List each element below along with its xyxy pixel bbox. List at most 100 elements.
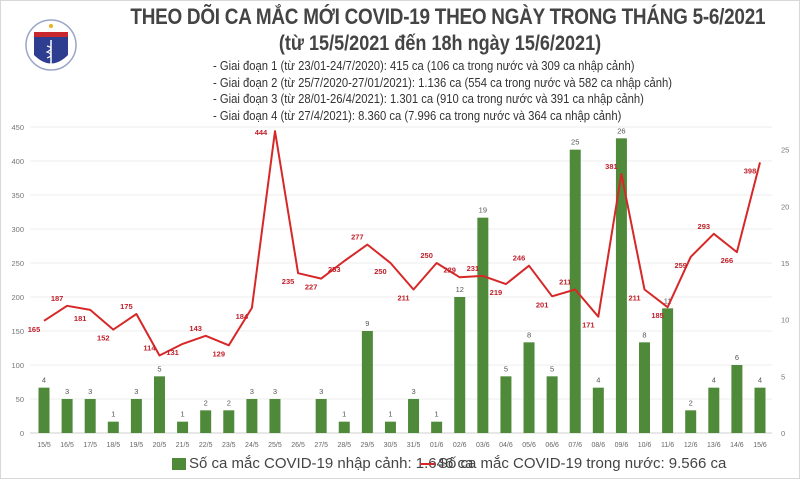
- bar-data-label: 1: [111, 410, 115, 419]
- line-series: [43, 130, 761, 357]
- line-data-label: 201: [536, 300, 549, 309]
- bar: [130, 399, 142, 433]
- bar-data-label: 3: [319, 387, 323, 396]
- x-axis-tick-label: 04/6: [499, 442, 513, 449]
- legend-item-imported: Số ca mắc COVID-19 nhập cảnh: 1.646 ca: [172, 455, 473, 472]
- bar: [523, 342, 535, 433]
- bar: [107, 421, 119, 433]
- bar: [38, 387, 50, 433]
- chart-subtitle: (từ 15/5/2021 đến 18h ngày 15/6/2021): [278, 32, 602, 55]
- left-axis-tick-label: 100: [11, 361, 24, 370]
- x-axis-tick-label: 08/6: [592, 442, 606, 449]
- x-axis-tick-label: 31/5: [407, 442, 421, 449]
- bar-data-label: 26: [617, 126, 625, 135]
- line-data-label: 152: [97, 334, 110, 343]
- left-axis-tick-label: 300: [11, 225, 24, 234]
- bar: [315, 399, 327, 433]
- left-axis-tick-label: 250: [11, 259, 24, 268]
- bar-data-label: 4: [596, 376, 600, 385]
- phase-summary: - Giai đoạn 1 (từ 23/01-24/7/2020): 415 …: [213, 58, 672, 124]
- bar-data-label: 1: [435, 410, 439, 419]
- bar: [546, 376, 558, 433]
- bar: [639, 342, 651, 433]
- x-axis-tick-label: 25/5: [268, 442, 282, 449]
- line-data-label: 227: [305, 283, 318, 292]
- line-data-label: 187: [51, 294, 64, 303]
- bar: [408, 399, 420, 433]
- x-axis-tick-label: 07/6: [568, 442, 582, 449]
- right-axis-tick-label: 25: [781, 146, 789, 155]
- line-data-label: 184: [236, 312, 249, 321]
- x-axis-tick-label: 09/6: [615, 442, 629, 449]
- right-axis-tick-label: 10: [781, 316, 789, 325]
- x-axis-tick-label: 22/5: [199, 442, 213, 449]
- line-data-label: 211: [397, 294, 409, 303]
- bar-data-label: 4: [712, 376, 716, 385]
- legend-label-domestic: Số ca mắc COVID-19 trong nước: 9.566 ca: [438, 455, 727, 472]
- bar-data-label: 2: [204, 398, 208, 407]
- line-data-label: 246: [513, 254, 526, 263]
- bar-data-label: 1: [342, 410, 346, 419]
- line-data-label: 171: [582, 321, 595, 330]
- bar-data-label: 3: [273, 387, 277, 396]
- bar-data-label: 3: [134, 387, 138, 396]
- x-axis-tick-label: 17/5: [83, 442, 97, 449]
- bar-data-label: 5: [504, 364, 508, 373]
- right-axis-tick-label: 20: [781, 202, 789, 211]
- x-axis-tick-label: 02/6: [453, 442, 467, 449]
- line-data-label: 229: [443, 265, 456, 274]
- x-axis-tick-label: 24/5: [245, 442, 259, 449]
- left-axis-tick-label: 50: [16, 395, 24, 404]
- bar-data-label: 19: [479, 206, 487, 215]
- line-data-label: 165: [28, 325, 41, 334]
- bar-data-label: 5: [157, 364, 161, 373]
- line-data-label: 143: [189, 324, 202, 333]
- line-data-label: 185: [651, 311, 664, 320]
- bar: [269, 399, 281, 433]
- bar-data-label: 3: [411, 387, 415, 396]
- x-axis-tick-label: 16/5: [60, 442, 74, 449]
- bar-data-label: 3: [88, 387, 92, 396]
- line-data-label: 266: [721, 256, 734, 265]
- line-data-label: 211: [559, 278, 571, 287]
- left-axis-tick-label: 400: [11, 157, 24, 166]
- bar-data-label: 3: [250, 387, 254, 396]
- x-axis-tick-label: 13/6: [707, 442, 721, 449]
- bar: [361, 331, 373, 433]
- x-axis-tick-label: 11/6: [661, 442, 674, 449]
- line-data-label: 175: [120, 302, 133, 311]
- line-data-label: 259: [674, 261, 687, 270]
- line-data-label: 444: [255, 128, 268, 137]
- legend-swatch-bar: [172, 457, 186, 470]
- right-axis-tick-label: 0: [781, 429, 785, 438]
- x-axis-tick-label: 10/6: [638, 442, 652, 449]
- bar: [500, 376, 512, 433]
- bar: [708, 387, 720, 433]
- bar: [731, 365, 743, 433]
- x-axis-tick-label: 29/5: [361, 442, 375, 449]
- bar: [153, 376, 165, 433]
- left-axis-tick-label: 350: [11, 191, 24, 200]
- left-axis-tick-label: 0: [20, 429, 24, 438]
- x-axis-tick-label: 21/5: [176, 442, 190, 449]
- legend-item-domestic: Số ca mắc COVID-19 trong nước: 9.566 ca: [420, 455, 726, 472]
- line-data-label: 381: [605, 162, 618, 171]
- line-data-label: 398: [744, 166, 757, 175]
- bar: [84, 399, 96, 433]
- bar-data-label: 8: [642, 330, 646, 339]
- x-axis-tick-label: 05/6: [522, 442, 536, 449]
- bar-data-label: 1: [388, 410, 392, 419]
- bar: [246, 399, 258, 433]
- line-data-label: 235: [282, 277, 295, 286]
- x-axis-tick-label: 03/6: [476, 442, 490, 449]
- bar: [754, 387, 766, 433]
- bar-data-label: 8: [527, 330, 531, 339]
- bar: [200, 410, 212, 433]
- ministry-of-health-logo: [25, 19, 77, 71]
- bar: [338, 421, 350, 433]
- phase-4: - Giai đoạn 4 (từ 27/4/2021): 8.360 ca (…: [213, 108, 622, 123]
- line-data-label: 277: [351, 233, 364, 242]
- left-axis-tick-label: 150: [11, 327, 24, 336]
- phase-2: - Giai đoạn 2 (từ 25/7/2020-27/01/2021):…: [213, 75, 672, 90]
- x-axis-tick-label: 14/6: [730, 442, 744, 449]
